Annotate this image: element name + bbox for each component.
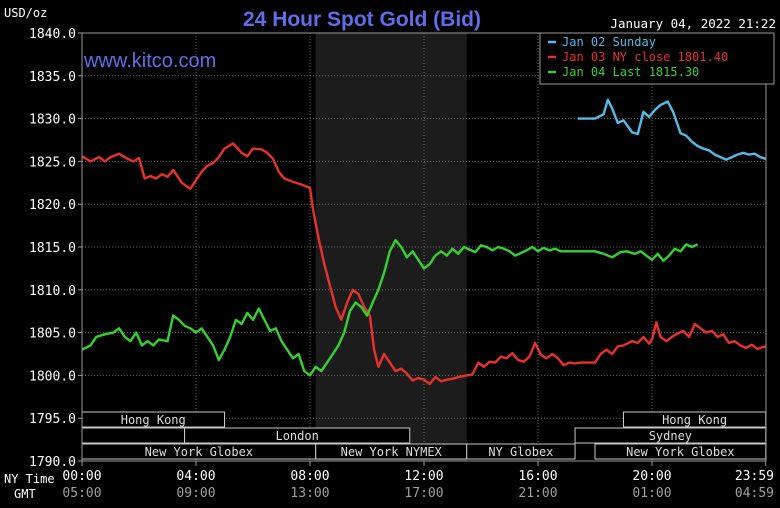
- y-tick-label: 1800.0: [29, 369, 76, 384]
- x-tick-label-gmt: 17:00: [404, 486, 443, 501]
- series-line: [577, 98, 767, 161]
- x-tick-label-gmt: 05:00: [62, 486, 101, 501]
- session-label: Hong Kong: [121, 413, 186, 427]
- x-row-label-gmt: GMT: [14, 487, 36, 501]
- y-tick-label: 1835.0: [29, 70, 76, 85]
- market-sessions: Hong Kong Hong Kong London Sydney New York G…: [81, 411, 767, 460]
- y-tick-label: 1840.0: [29, 27, 76, 42]
- x-tick-label-gmt: 21:00: [518, 486, 557, 501]
- session-label: New York Globex: [626, 445, 734, 459]
- legend-item-label: Jan 03 NY close 1801.40: [562, 50, 728, 64]
- session-label: Hong Kong: [662, 413, 727, 427]
- x-axis-ticks: 00:00 05:00 04:00 09:00 08:00 13:00 12:00 17:00…: [62, 461, 774, 501]
- x-tick-label-ny: 00:00: [62, 469, 101, 484]
- x-tick-label-ny: 08:00: [290, 469, 329, 484]
- session-label: NY Globex: [488, 445, 553, 459]
- y-tick-label: 1825.0: [29, 155, 76, 170]
- chart-title: 24 Hour Spot Gold (Bid): [243, 8, 481, 31]
- x-tick-label-gmt: 04:59: [735, 486, 774, 501]
- y-axis-ticks: 1840.0 1835.0 1830.0 1825.0 1820.0 1815.0 1810…: [29, 27, 82, 470]
- chart-grid: [82, 33, 766, 461]
- session-box: [184, 427, 411, 444]
- session-label: New York NYMEX: [341, 445, 443, 459]
- legend-item-label: Jan 02 Sunday: [562, 35, 656, 49]
- y-tick-label: 1830.0: [29, 113, 76, 128]
- y-axis-unit-label: USD/oz: [4, 6, 47, 20]
- series-line: [81, 142, 767, 386]
- x-tick-label-ny: 23:59: [735, 469, 774, 484]
- timestamp-label: January 04, 2022 21:22: [610, 16, 776, 31]
- x-tick-label-ny: 20:00: [632, 469, 671, 484]
- y-tick-label: 1815.0: [29, 241, 76, 256]
- session-box: [466, 443, 576, 460]
- x-tick-label-gmt: 09:00: [176, 486, 215, 501]
- kitco-watermark: www.kitco.com: [83, 50, 216, 72]
- session-label: London: [275, 429, 318, 443]
- session-box: [81, 427, 186, 444]
- legend-item-label: Jan 04 Last 1815.30: [562, 65, 699, 79]
- session-label: New York Globex: [145, 445, 253, 459]
- y-tick-label: 1820.0: [29, 198, 76, 213]
- x-tick-label-ny: 12:00: [404, 469, 443, 484]
- x-tick-label-ny: 16:00: [518, 469, 557, 484]
- legend-box: [539, 32, 775, 85]
- series-line: [81, 239, 699, 377]
- y-tick-label: 1810.0: [29, 284, 76, 299]
- x-tick-label-gmt: 13:00: [290, 486, 329, 501]
- price-series: [81, 98, 767, 386]
- y-tick-label: 1795.0: [29, 412, 76, 427]
- x-tick-label-ny: 04:00: [176, 469, 215, 484]
- y-tick-label: 1805.0: [29, 327, 76, 342]
- y-tick-label: 1790.0: [29, 455, 76, 470]
- x-tick-label-gmt: 01:00: [632, 486, 671, 501]
- x-row-label-ny: NY Time: [4, 472, 55, 486]
- session-label: Sydney: [649, 429, 692, 443]
